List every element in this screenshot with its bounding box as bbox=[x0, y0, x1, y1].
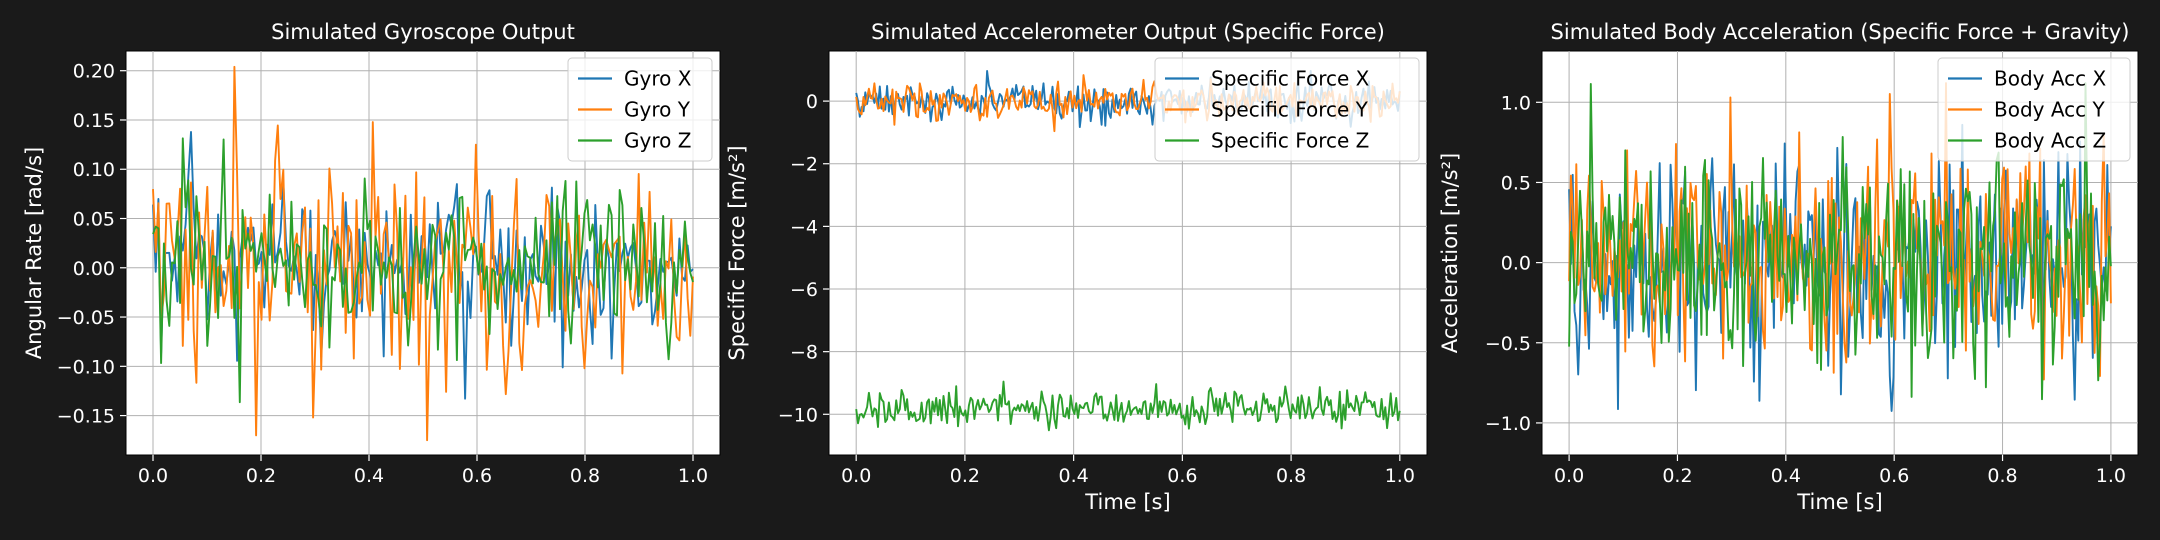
x-tick-label: 0.6 bbox=[1879, 465, 1909, 487]
x-tick-label: 0.8 bbox=[1987, 465, 2017, 487]
legend-label: Gyro X bbox=[624, 67, 692, 91]
y-tick-label: −8 bbox=[790, 342, 818, 364]
legend-box bbox=[567, 57, 713, 162]
legend: Gyro X Gyro Y Gyro Z bbox=[567, 57, 713, 162]
x-axis: 0.0 0.2 0.4 0.6 0.8 1.0 bbox=[841, 455, 1415, 487]
series-lines bbox=[1568, 82, 2112, 412]
x-tick-label: 0.8 bbox=[570, 465, 600, 487]
x-tick-label: 0.0 bbox=[1554, 465, 1584, 487]
x-tick-label: 1.0 bbox=[1385, 465, 1415, 487]
legend-box bbox=[1154, 57, 1420, 162]
y-tick-label: 1.0 bbox=[1501, 92, 1531, 114]
x-tick-label: 0.2 bbox=[1662, 465, 1692, 487]
x-axis-label: Time [s] bbox=[1084, 490, 1170, 514]
y-tick-label: −0.10 bbox=[57, 356, 115, 378]
y-tick-label: 0.05 bbox=[73, 209, 115, 231]
x-tick-label: 0.0 bbox=[841, 465, 871, 487]
legend-label: Body Acc X bbox=[1994, 67, 2107, 91]
y-tick-label: 0.5 bbox=[1501, 172, 1531, 194]
legend-label: Specific Force X bbox=[1211, 67, 1370, 91]
chart-title: Simulated Accelerometer Output (Specific… bbox=[871, 20, 1385, 44]
y-axis-label: Acceleration [m/s²] bbox=[1438, 153, 1462, 353]
legend: Specific Force X Specific Force Y Specific… bbox=[1154, 57, 1420, 162]
x-tick-label: 0.0 bbox=[138, 465, 168, 487]
x-tick-label: 0.4 bbox=[1059, 465, 1089, 487]
y-axis-label: Angular Rate [rad/s] bbox=[22, 147, 46, 359]
chart-title: Simulated Body Acceleration (Specific Fo… bbox=[1551, 20, 2130, 44]
y-tick-label: −1.0 bbox=[1485, 413, 1531, 435]
legend-label: Gyro Z bbox=[624, 129, 691, 153]
y-tick-label: −2 bbox=[790, 154, 818, 176]
x-tick-label: 0.8 bbox=[1276, 465, 1306, 487]
legend-label: Specific Force Z bbox=[1211, 129, 1369, 153]
y-axis: −10 −8 −6 −4 −2 0 bbox=[778, 91, 829, 426]
legend-label: Body Acc Z bbox=[1994, 129, 2106, 153]
series-line-gyro-z bbox=[152, 137, 694, 404]
x-tick-label: 0.4 bbox=[354, 465, 384, 487]
x-axis: 0.0 0.2 0.4 0.6 0.8 1.0 bbox=[1554, 455, 2126, 487]
legend-label: Body Acc Y bbox=[1994, 98, 2106, 122]
y-tick-label: −4 bbox=[790, 216, 818, 238]
x-tick-label: 0.2 bbox=[950, 465, 980, 487]
y-tick-label: −10 bbox=[778, 404, 818, 426]
series-line-body-acc-z bbox=[1568, 82, 2112, 401]
y-tick-label: 0.00 bbox=[73, 258, 115, 280]
y-tick-label: −0.5 bbox=[1485, 333, 1531, 355]
series-line-specific-force-z bbox=[855, 380, 1401, 432]
y-tick-label: −6 bbox=[790, 279, 818, 301]
y-tick-label: −0.15 bbox=[57, 406, 115, 428]
x-tick-label: 0.4 bbox=[1771, 465, 1801, 487]
series-line-gyro-y bbox=[152, 65, 694, 442]
legend: Body Acc X Body Acc Y Body Acc Z bbox=[1937, 57, 2131, 162]
series-lines bbox=[152, 65, 694, 442]
x-tick-label: 0.2 bbox=[246, 465, 276, 487]
y-tick-label: 0.0 bbox=[1501, 253, 1531, 275]
legend-label: Specific Force Y bbox=[1211, 98, 1369, 122]
chart-title: Simulated Gyroscope Output bbox=[271, 20, 575, 44]
y-axis: −1.0 −0.5 0.0 0.5 1.0 bbox=[1485, 92, 1542, 435]
x-axis-label: Time [s] bbox=[1796, 490, 1882, 514]
x-tick-label: 1.0 bbox=[2096, 465, 2126, 487]
y-tick-label: 0.20 bbox=[73, 61, 115, 83]
x-axis: 0.0 0.2 0.4 0.6 0.8 1.0 bbox=[138, 455, 708, 487]
chart-gyroscope: 0.0 0.2 0.4 0.6 0.8 1.0 −0.15 −0.10 −0.05 0.00 0.… bbox=[22, 20, 721, 487]
y-tick-label: 0.10 bbox=[73, 159, 115, 181]
chart-accelerometer: 0.0 0.2 0.4 0.6 0.8 1.0 −10 −8 −6 −4 −2 0 Simulate… bbox=[725, 20, 1428, 514]
y-tick-label: 0.15 bbox=[73, 110, 115, 132]
legend-box bbox=[1937, 57, 2131, 162]
y-tick-label: −0.05 bbox=[57, 307, 115, 329]
y-tick-label: 0 bbox=[806, 91, 818, 113]
y-axis: −0.15 −0.10 −0.05 0.00 0.05 0.10 0.15 0.20 bbox=[57, 61, 126, 428]
x-tick-label: 1.0 bbox=[678, 465, 708, 487]
y-axis-label: Specific Force [m/s²] bbox=[725, 145, 749, 360]
legend-label: Gyro Y bbox=[624, 98, 691, 122]
x-tick-label: 0.6 bbox=[1167, 465, 1197, 487]
x-tick-label: 0.6 bbox=[462, 465, 492, 487]
chart-body-acceleration: 0.0 0.2 0.4 0.6 0.8 1.0 −1.0 −0.5 0.0 0.5 1.0 Sim… bbox=[1438, 20, 2139, 514]
